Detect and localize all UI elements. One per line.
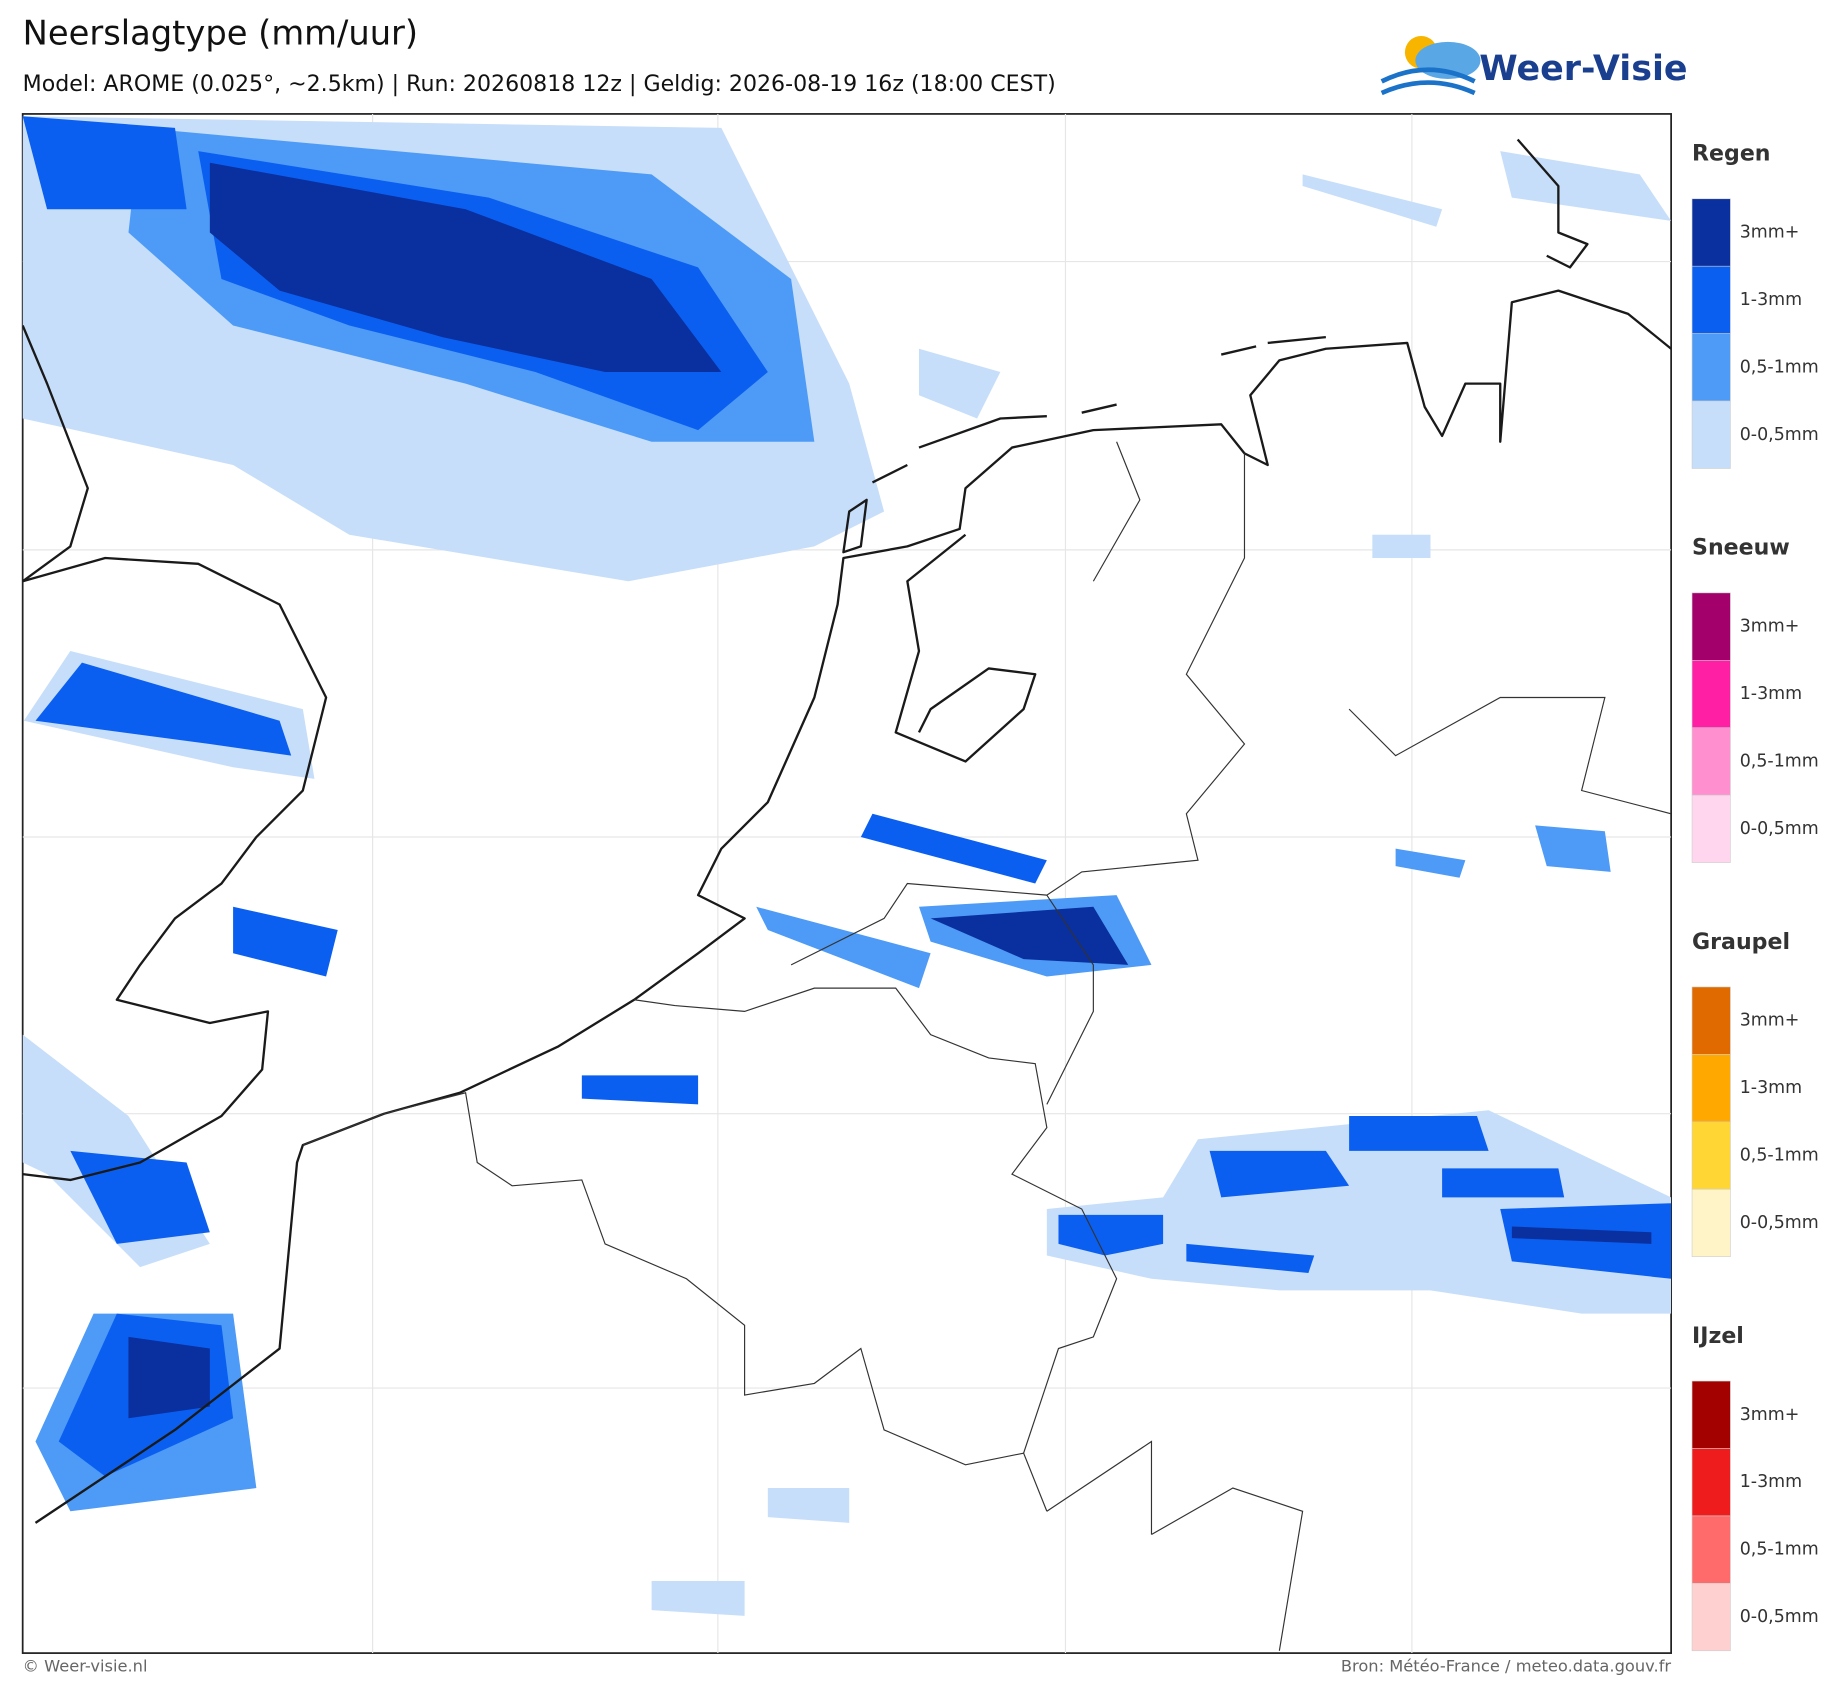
legend-heading: IJzel — [1692, 1324, 1744, 1349]
legend-label: 0,5-1mm — [1740, 1540, 1819, 1560]
map — [21, 113, 1672, 1654]
legend-label: 0-0,5mm — [1740, 425, 1819, 445]
legend-heading: Graupel — [1692, 930, 1790, 955]
legend-swatch — [1691, 986, 1731, 1055]
legend-label: 3mm+ — [1740, 1011, 1800, 1031]
footer-right: Bron: Météo-France / meteo.data.gouv.fr — [1341, 1657, 1672, 1676]
legend-swatch — [1691, 265, 1731, 334]
legend-label: 1-3mm — [1740, 1078, 1802, 1098]
legend-label: 0-0,5mm — [1740, 1213, 1819, 1233]
legend-swatch — [1691, 1583, 1731, 1652]
legend-swatch — [1691, 333, 1731, 402]
legend: Regen 3mm+ 1-3mm 0,5-1mm 0-0,5mm Sneeuw 3mm+ 1-… — [1691, 142, 1819, 1652]
legend-swatch — [1691, 400, 1731, 469]
legend-swatch — [1691, 1054, 1731, 1123]
legend-label: 3mm+ — [1740, 223, 1800, 243]
logo-text: Weer-Visie — [1479, 49, 1687, 89]
legend-label: 1-3mm — [1740, 290, 1802, 310]
legend-swatch — [1691, 1188, 1731, 1257]
legend-swatch — [1691, 727, 1731, 796]
legend-swatch — [1691, 1380, 1731, 1449]
subtitle: Model: AROME (0.025°, ~2.5km) | Run: 202… — [23, 72, 1056, 97]
legend-swatch — [1691, 198, 1731, 267]
legend-swatch — [1691, 1515, 1731, 1584]
legend-heading: Sneeuw — [1692, 536, 1790, 561]
legend-label: 3mm+ — [1740, 617, 1800, 637]
legend-swatch — [1691, 794, 1731, 863]
legend-label: 3mm+ — [1740, 1405, 1800, 1425]
legend-swatch — [1691, 1448, 1731, 1517]
legend-label: 1-3mm — [1740, 684, 1802, 704]
legend-label: 0-0,5mm — [1740, 1607, 1819, 1627]
logo: Weer-Visie — [1380, 36, 1688, 96]
legend-swatch — [1691, 1121, 1731, 1190]
footer-left: © Weer-visie.nl — [23, 1657, 148, 1676]
title: Neerslagtype (mm/uur) — [23, 13, 418, 52]
legend-label: 0,5-1mm — [1740, 751, 1819, 771]
legend-swatch — [1691, 592, 1731, 661]
legend-swatch — [1691, 660, 1731, 729]
legend-label: 0-0,5mm — [1740, 819, 1819, 839]
legend-heading: Regen — [1692, 142, 1770, 167]
legend-label: 0,5-1mm — [1740, 357, 1819, 377]
precipitation — [22, 116, 1672, 1616]
legend-label: 0,5-1mm — [1740, 1146, 1819, 1166]
legend-label: 1-3mm — [1740, 1472, 1802, 1492]
